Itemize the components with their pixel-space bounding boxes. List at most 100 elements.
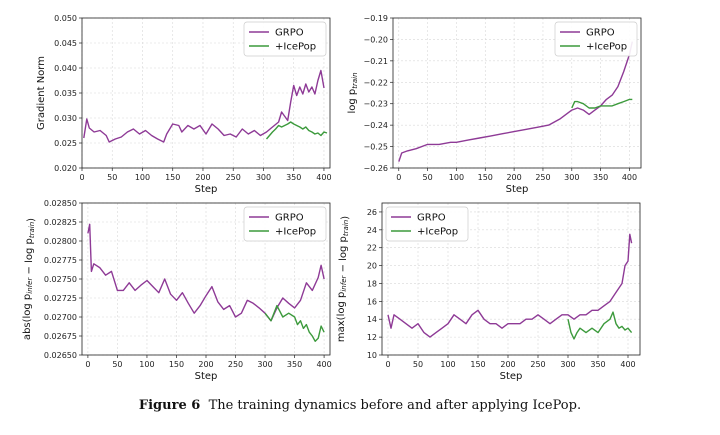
x-tick-label: 400 <box>316 360 331 369</box>
x-tick-label: 400 <box>622 173 637 182</box>
y-tick-label: 0.025 <box>54 139 77 148</box>
y-tick-label: 18 <box>367 279 377 288</box>
series-line-icepop <box>571 98 633 109</box>
chart-2: 0 50 100 150 200 250 300 350 400 −0.26 −0.25 −0.24 −… <box>347 14 642 195</box>
x-tick-label: 50 <box>112 360 122 369</box>
y-tick-label: 24 <box>367 226 377 235</box>
y-tick-label: 0.030 <box>54 114 77 123</box>
x-tick-label: 200 <box>506 173 521 182</box>
legend: GRPO +IcePop <box>385 206 469 242</box>
y-tick-label: −0.24 <box>363 121 388 130</box>
x-tick-label: 250 <box>530 360 545 369</box>
legend-label: GRPO <box>275 28 304 39</box>
x-tick-label: 300 <box>564 173 579 182</box>
x-tick-label: 200 <box>195 173 210 182</box>
y-tick-label: −0.20 <box>363 35 388 44</box>
chart-4: 0 50 100 150 200 250 300 350 400 10 12 14 16 18 20 22 24… <box>336 202 641 382</box>
chart-1: 0 50 100 150 200 250 300 350 400 0.020 0.025 0.030 0… <box>36 14 332 195</box>
x-tick-label: 50 <box>413 360 423 369</box>
y-tick-label: −0.21 <box>363 57 388 66</box>
y-tick-label: 0.02825 <box>44 218 77 227</box>
x-tick-label: 400 <box>316 173 331 182</box>
plot-frame <box>392 17 642 169</box>
x-tick-label: 350 <box>287 360 302 369</box>
series-line-icepop <box>264 304 325 342</box>
legend-box <box>243 21 327 57</box>
plot-frame <box>381 202 641 356</box>
x-tick-label: 400 <box>620 360 635 369</box>
y-tick-label: 0.050 <box>54 14 77 23</box>
legend-label: +IcePop <box>275 42 316 53</box>
y-tick-label: 26 <box>367 208 377 217</box>
x-tick-label: 0 <box>79 173 84 182</box>
y-axis-label: Gradient Norm <box>36 56 47 130</box>
y-tick-label: 0.02650 <box>44 351 77 360</box>
y-tick-label: 0.02725 <box>44 294 77 303</box>
y-tick-label: 0.020 <box>54 164 77 173</box>
series-line-grpo <box>398 41 633 162</box>
y-tick-label: −0.26 <box>363 164 388 173</box>
legend-label: +IcePop <box>275 227 316 238</box>
y-tick-label: 0.045 <box>54 39 77 48</box>
x-tick-label: 50 <box>423 173 433 182</box>
series-line-icepop <box>567 311 633 340</box>
legend: GRPO +IcePop <box>243 21 327 57</box>
x-axis-label: Step <box>195 371 218 382</box>
legend-label: +IcePop <box>586 42 627 53</box>
y-axis-label: log ptrain <box>347 72 359 113</box>
y-tick-label: 0.02700 <box>44 313 77 322</box>
legend: GRPO +IcePop <box>243 206 327 242</box>
x-tick-label: 200 <box>198 360 213 369</box>
x-tick-label: 200 <box>500 360 515 369</box>
series-line-grpo <box>83 69 325 143</box>
legend-label: GRPO <box>275 213 304 224</box>
x-tick-label: 300 <box>256 173 271 182</box>
y-tick-label: 16 <box>367 297 377 306</box>
x-tick-label: 150 <box>169 360 184 369</box>
y-tick-label: −0.25 <box>363 143 388 152</box>
legend-box <box>554 21 638 57</box>
y-tick-label: 0.02800 <box>44 237 77 246</box>
y-tick-label: −0.23 <box>363 100 388 109</box>
series-line-icepop <box>265 121 328 140</box>
caption-text: The training dynamics before and after a… <box>208 398 582 413</box>
x-tick-label: 150 <box>470 360 485 369</box>
y-axis-label: max(log pinfer − log ptrain) <box>336 216 351 342</box>
x-tick-label: 0 <box>385 360 390 369</box>
legend-box <box>243 206 327 242</box>
y-tick-label: 0.02850 <box>44 199 77 208</box>
y-axis-label: abs(log pinfer − log ptrain) <box>22 218 37 340</box>
y-tick-label: −0.22 <box>363 78 388 87</box>
y-tick-label: 0.02775 <box>44 256 77 265</box>
x-tick-label: 300 <box>560 360 575 369</box>
x-tick-label: 100 <box>135 173 150 182</box>
legend-label: +IcePop <box>417 227 458 238</box>
series-line-grpo <box>387 233 633 338</box>
y-tick-label: 12 <box>367 333 377 342</box>
x-tick-label: 0 <box>396 173 401 182</box>
x-tick-label: 100 <box>449 173 464 182</box>
x-tick-label: 250 <box>228 360 243 369</box>
legend-box <box>385 206 469 242</box>
y-tick-label: −0.19 <box>363 14 388 23</box>
series-line-grpo <box>87 223 325 322</box>
x-tick-label: 350 <box>593 173 608 182</box>
x-tick-label: 250 <box>226 173 241 182</box>
y-tick-label: 22 <box>367 244 377 253</box>
y-tick-label: 0.040 <box>54 64 77 73</box>
figure-caption: Figure 6 The training dynamics before an… <box>0 398 720 413</box>
y-tick-label: 0.035 <box>54 89 77 98</box>
x-axis-label: Step <box>195 184 218 195</box>
x-tick-label: 350 <box>286 173 301 182</box>
y-tick-label: 14 <box>367 315 377 324</box>
y-tick-label: 0.02750 <box>44 275 77 284</box>
legend: GRPO +IcePop <box>554 21 638 57</box>
legend-label: GRPO <box>586 28 615 39</box>
y-tick-label: 20 <box>367 262 377 271</box>
x-tick-label: 150 <box>478 173 493 182</box>
x-tick-label: 250 <box>535 173 550 182</box>
x-tick-label: 0 <box>85 360 90 369</box>
x-tick-label: 300 <box>257 360 272 369</box>
x-tick-label: 150 <box>165 173 180 182</box>
